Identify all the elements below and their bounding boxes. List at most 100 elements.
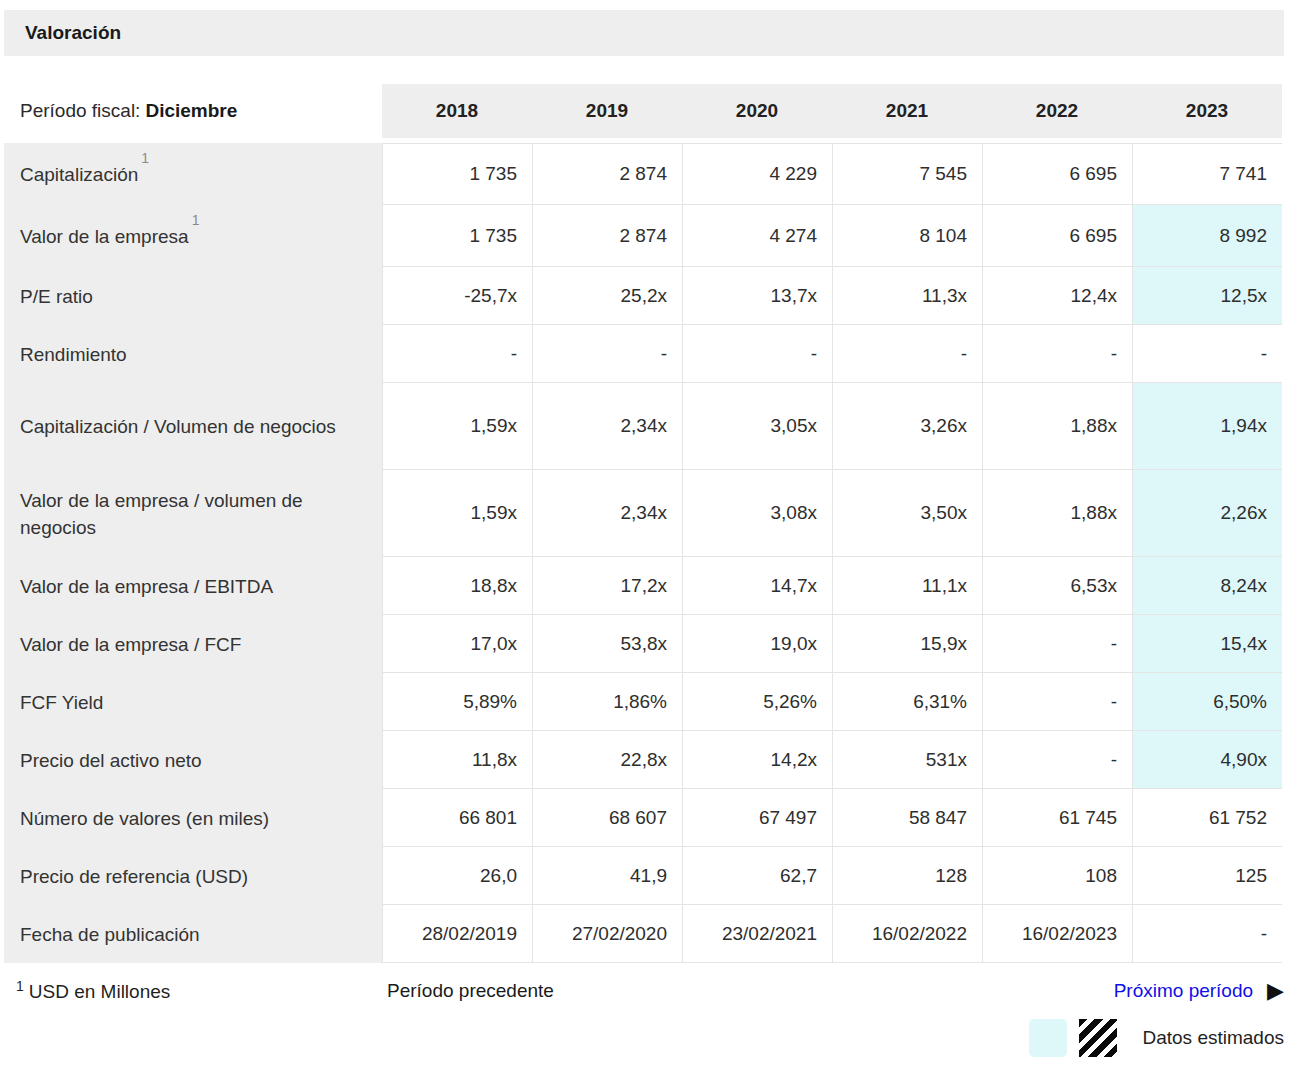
cell-2021: 58 847: [832, 789, 982, 847]
next-period-label: Próximo período: [1114, 980, 1253, 1002]
legend-label: Datos estimados: [1142, 1027, 1284, 1049]
table-row: Capitalización / Volumen de negocios1,59…: [4, 383, 1284, 470]
cell-2020: 14,2x: [682, 731, 832, 789]
year-headers: 201820192020202120222023: [382, 84, 1282, 138]
table-row: Fecha de publicación28/02/201927/02/2020…: [4, 905, 1284, 963]
cell-2018: 66 801: [382, 789, 532, 847]
cell-2022: 108: [982, 847, 1132, 905]
estimate-pattern-swatch: [1079, 1019, 1117, 1057]
cell-2019: 2 874: [532, 205, 682, 267]
cell-2018: 26,0: [382, 847, 532, 905]
row-label: Valor de la empresa / FCF: [4, 615, 382, 673]
cell-2023: 2,26x: [1132, 470, 1282, 557]
cell-2021: 11,3x: [832, 267, 982, 325]
footnote-sup: 1: [16, 978, 24, 994]
row-label: Capitalización / Volumen de negocios: [4, 383, 382, 470]
cell-2020: 62,7: [682, 847, 832, 905]
cell-2022: 61 745: [982, 789, 1132, 847]
row-label: Valor de la empresa1: [4, 205, 382, 267]
cell-2021: 3,26x: [832, 383, 982, 470]
table-row: Precio de referencia (USD)26,041,962,712…: [4, 847, 1284, 905]
cell-2022: 16/02/2023: [982, 905, 1132, 963]
valuation-module: Valoración Período fiscal: Diciembre 201…: [4, 10, 1284, 1057]
table-row: Rendimiento------: [4, 325, 1284, 383]
cell-2019: 41,9: [532, 847, 682, 905]
table-row: P/E ratio-25,7x25,2x13,7x11,3x12,4x12,5x: [4, 267, 1284, 325]
cell-2021: 11,1x: [832, 557, 982, 615]
table-row: Precio del activo neto11,8x22,8x14,2x531…: [4, 731, 1284, 789]
cell-2023: 6,50%: [1132, 673, 1282, 731]
table-row: Valor de la empresa / volumen de negocio…: [4, 470, 1284, 557]
table-row: Valor de la empresa / EBITDA18,8x17,2x14…: [4, 557, 1284, 615]
table-row: Número de valores (en miles)66 80168 607…: [4, 789, 1284, 847]
cell-2018: 1 735: [382, 143, 532, 205]
row-label: Capitalización1: [4, 143, 382, 205]
cell-2020: 3,05x: [682, 383, 832, 470]
cell-2020: 4 274: [682, 205, 832, 267]
section-header: Valoración: [4, 10, 1284, 56]
cell-2023: 8 992: [1132, 205, 1282, 267]
row-label: Valor de la empresa / EBITDA: [4, 557, 382, 615]
cell-2020: 5,26%: [682, 673, 832, 731]
cell-2019: 1,86%: [532, 673, 682, 731]
table-header-row: Período fiscal: Diciembre 20182019202020…: [4, 84, 1284, 138]
cell-2020: 3,08x: [682, 470, 832, 557]
cell-2018: 1,59x: [382, 470, 532, 557]
cell-2018: 1,59x: [382, 383, 532, 470]
row-label: P/E ratio: [4, 267, 382, 325]
cell-2020: 23/02/2021: [682, 905, 832, 963]
cell-2022: 6 695: [982, 143, 1132, 205]
cell-2021: -: [832, 325, 982, 383]
cell-2019: 53,8x: [532, 615, 682, 673]
cell-2018: 1 735: [382, 205, 532, 267]
cell-2019: -: [532, 325, 682, 383]
footnote-ref: 1: [192, 213, 200, 227]
cell-2022: 12,4x: [982, 267, 1132, 325]
cell-2018: 17,0x: [382, 615, 532, 673]
cell-2018: 28/02/2019: [382, 905, 532, 963]
row-label: Fecha de publicación: [4, 905, 382, 963]
cell-2021: 6,31%: [832, 673, 982, 731]
valuation-table: Período fiscal: Diciembre 20182019202020…: [4, 84, 1284, 963]
year-header-2021: 2021: [832, 84, 982, 138]
cell-2023: 61 752: [1132, 789, 1282, 847]
year-header-2023: 2023: [1132, 84, 1282, 138]
year-header-2022: 2022: [982, 84, 1132, 138]
next-arrow-icon: ▶: [1267, 980, 1284, 1002]
cell-2021: 531x: [832, 731, 982, 789]
previous-period-link[interactable]: Período precedente: [382, 980, 554, 1002]
cell-2023: 7 741: [1132, 143, 1282, 205]
cell-2022: 6,53x: [982, 557, 1132, 615]
cell-2023: -: [1132, 325, 1282, 383]
row-label: Precio del activo neto: [4, 731, 382, 789]
cell-2021: 7 545: [832, 143, 982, 205]
cell-2023: 15,4x: [1132, 615, 1282, 673]
cell-2019: 2,34x: [532, 383, 682, 470]
row-label: Valor de la empresa / volumen de negocio…: [4, 470, 382, 557]
cell-2022: -: [982, 615, 1132, 673]
cell-2021: 15,9x: [832, 615, 982, 673]
fiscal-period-value: Diciembre: [145, 100, 237, 122]
cell-2020: -: [682, 325, 832, 383]
section-title: Valoración: [25, 22, 121, 44]
cell-2018: -: [382, 325, 532, 383]
table-footer: 1 USD en Millones Período precedente Próx…: [4, 978, 1284, 1003]
cell-2022: -: [982, 731, 1132, 789]
table-body: Capitalización11 7352 8744 2297 5456 695…: [4, 143, 1284, 963]
fiscal-period-cell: Período fiscal: Diciembre: [4, 84, 382, 138]
cell-2022: 6 695: [982, 205, 1132, 267]
footnote-text: USD en Millones: [29, 981, 171, 1002]
cell-2022: 1,88x: [982, 383, 1132, 470]
cell-2019: 22,8x: [532, 731, 682, 789]
cell-2023: 1,94x: [1132, 383, 1282, 470]
row-label: Número de valores (en miles): [4, 789, 382, 847]
cell-2019: 2,34x: [532, 470, 682, 557]
cell-2023: 8,24x: [1132, 557, 1282, 615]
cell-2021: 3,50x: [832, 470, 982, 557]
cell-2018: 18,8x: [382, 557, 532, 615]
fiscal-period-label: Período fiscal:: [20, 100, 140, 122]
cell-2018: 5,89%: [382, 673, 532, 731]
next-period-link[interactable]: Próximo período ▶: [1114, 980, 1284, 1002]
cell-2021: 128: [832, 847, 982, 905]
table-row: Valor de la empresa11 7352 8744 2748 104…: [4, 205, 1284, 267]
